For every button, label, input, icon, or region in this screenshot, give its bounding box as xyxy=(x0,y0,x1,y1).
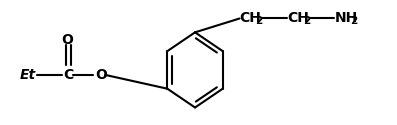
Text: O: O xyxy=(95,68,107,82)
Text: Et: Et xyxy=(20,68,36,82)
Text: 2: 2 xyxy=(303,16,310,26)
Text: 2: 2 xyxy=(255,16,262,26)
Text: O: O xyxy=(62,33,73,47)
Text: 2: 2 xyxy=(350,16,358,26)
Text: CH: CH xyxy=(287,12,309,26)
Text: CH: CH xyxy=(239,12,261,26)
Text: C: C xyxy=(64,68,74,82)
Text: NH: NH xyxy=(334,12,358,26)
